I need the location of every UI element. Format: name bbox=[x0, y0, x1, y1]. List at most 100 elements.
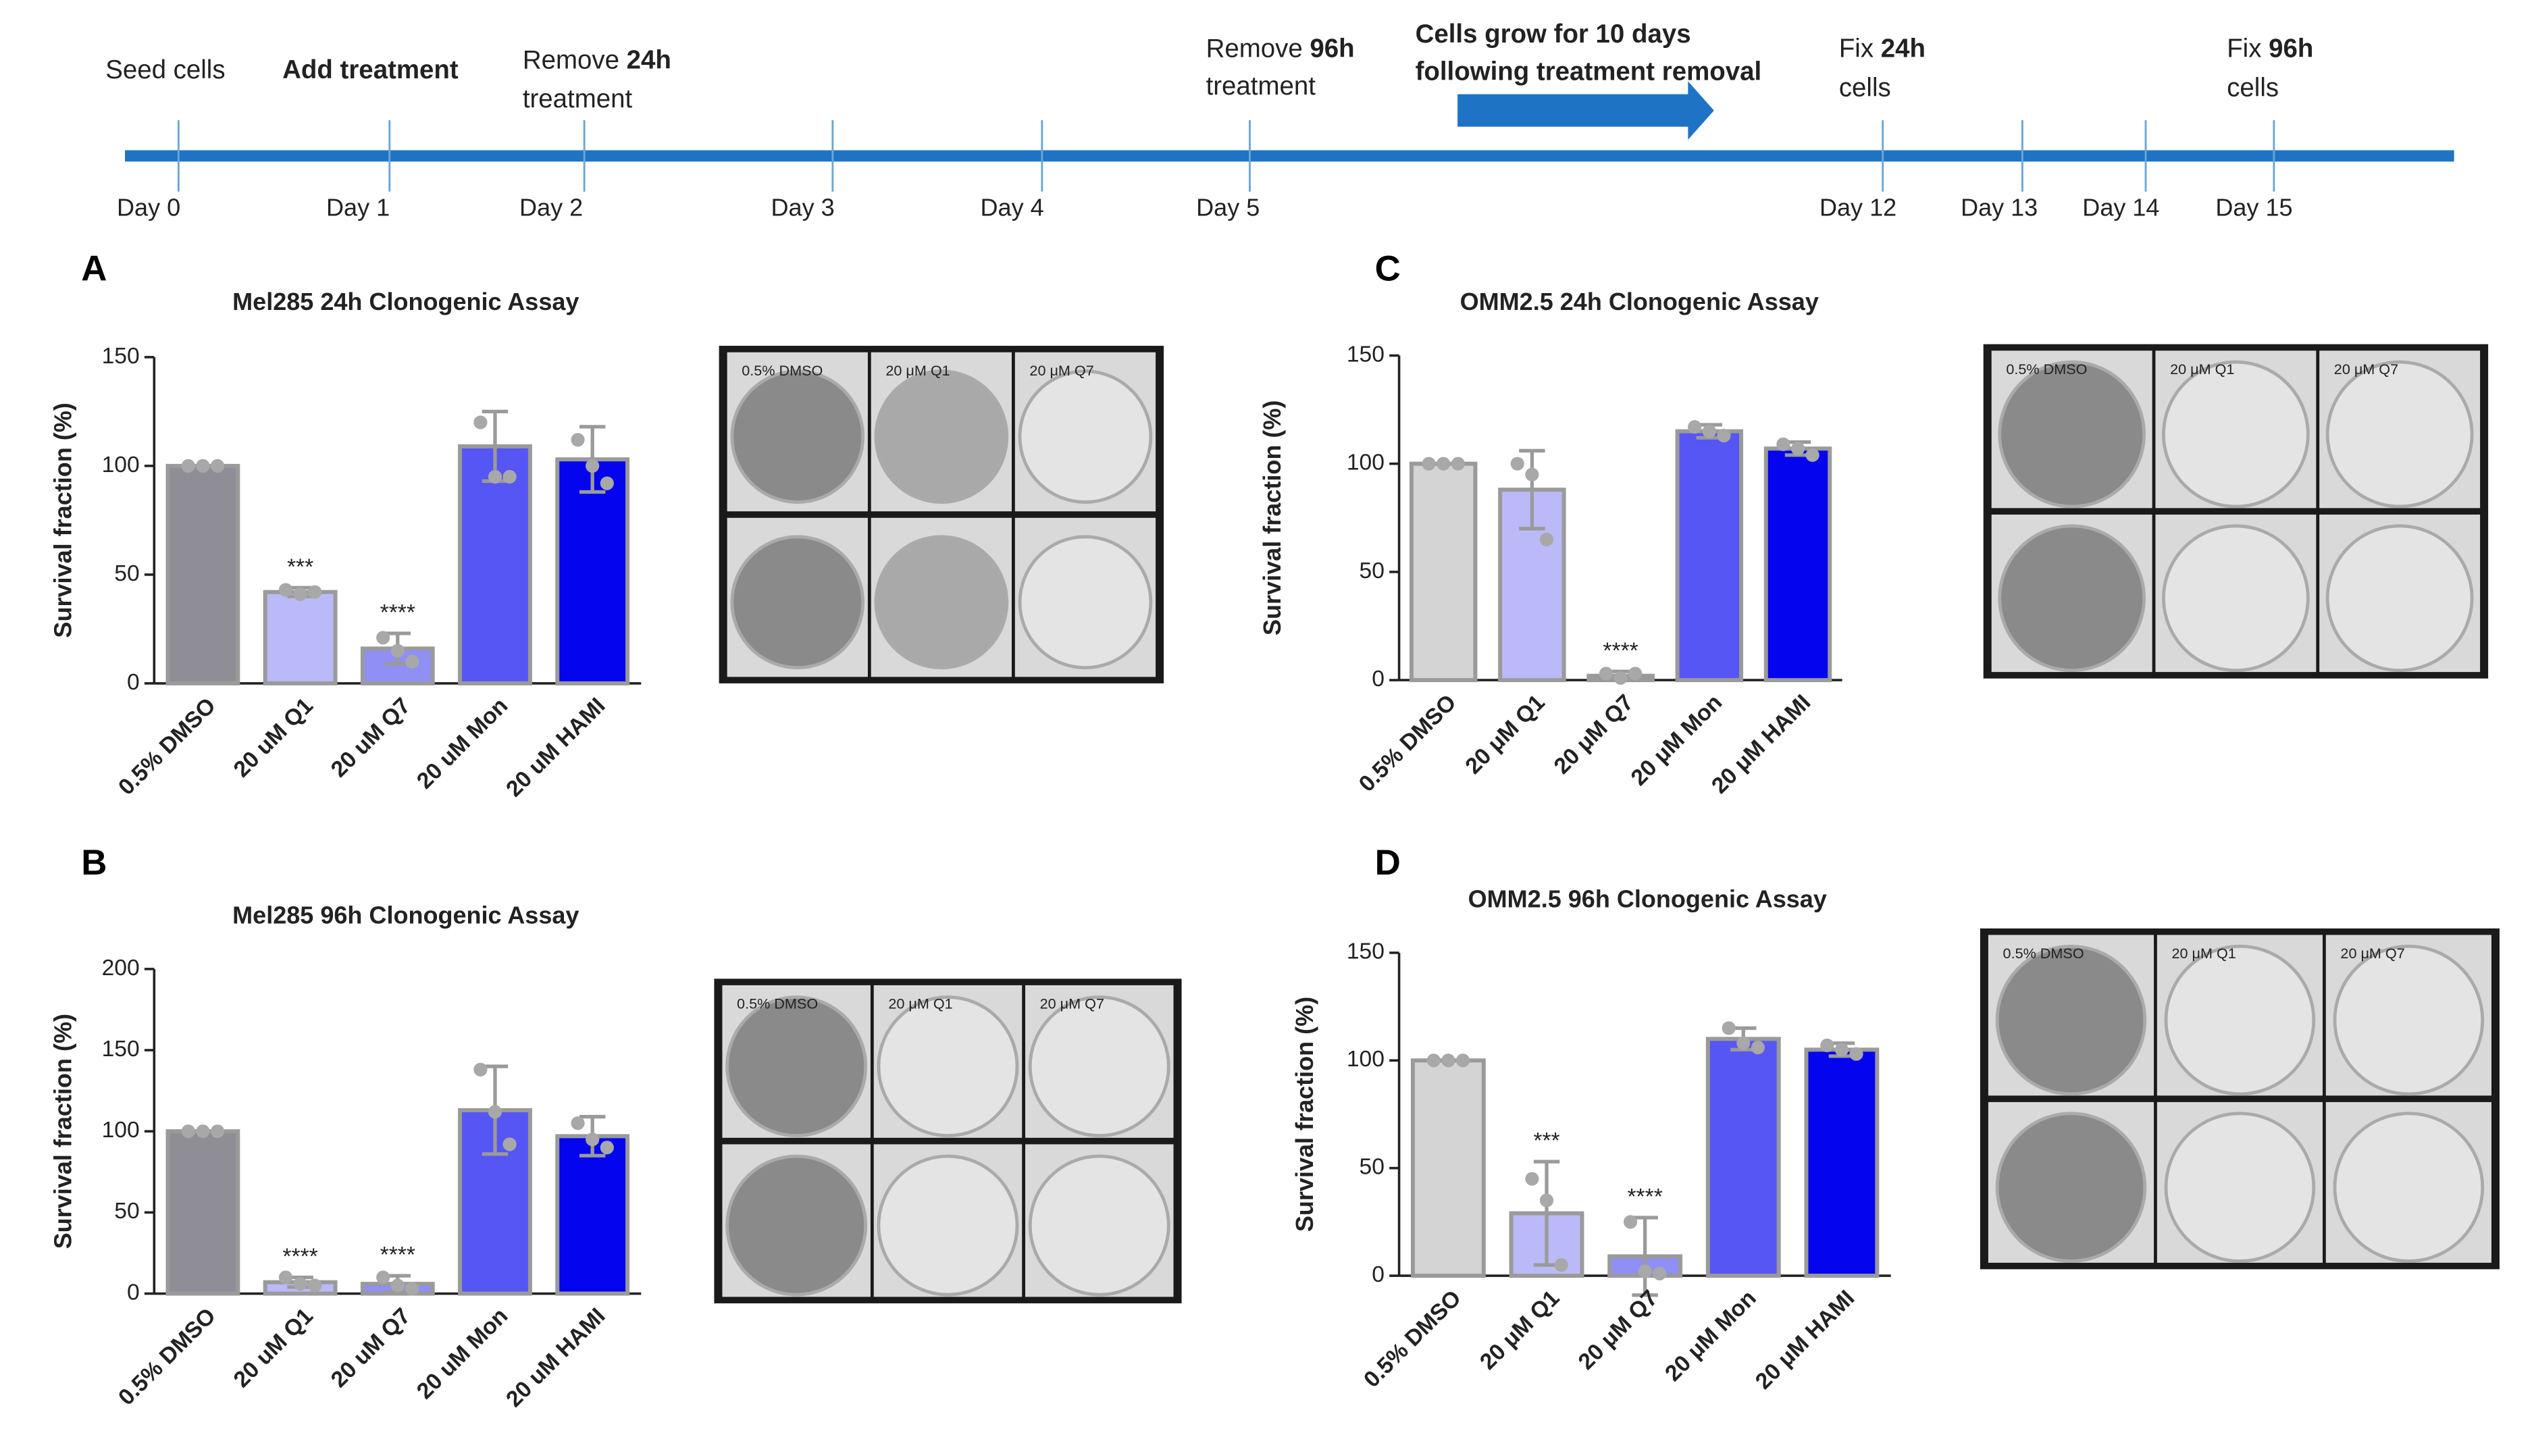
replicate-point bbox=[502, 469, 517, 484]
plate-well bbox=[2325, 360, 2474, 509]
event-text: treatment bbox=[523, 84, 633, 113]
plate-well bbox=[725, 995, 868, 1138]
y-tick-label: 50 bbox=[1360, 558, 1385, 583]
y-tick-label: 100 bbox=[1347, 1047, 1385, 1072]
plate-well bbox=[877, 1154, 1019, 1297]
y-tick-label: 150 bbox=[1347, 939, 1385, 964]
bar bbox=[1410, 1058, 1486, 1278]
replicate-point bbox=[390, 644, 405, 658]
significance-label: **** bbox=[1627, 1185, 1662, 1210]
panel-letter: B bbox=[81, 843, 107, 883]
y-tick-label: 100 bbox=[102, 1118, 140, 1143]
event-text: Fix bbox=[2227, 34, 2269, 63]
replicate-point bbox=[473, 1062, 488, 1076]
timeline-event: Cells grow for 10 days bbox=[1416, 20, 1691, 49]
replicate-point bbox=[488, 469, 502, 484]
replicate-point bbox=[210, 459, 225, 473]
plate-well bbox=[2164, 944, 2316, 1096]
replicate-point bbox=[1653, 1266, 1667, 1280]
plate-label: 20 μM Q7 bbox=[1040, 995, 1104, 1012]
replicate-point bbox=[1422, 457, 1436, 471]
replicate-point bbox=[1790, 442, 1805, 456]
event-text: 24h bbox=[1881, 34, 1926, 63]
replicate-point bbox=[1451, 457, 1465, 471]
bar bbox=[555, 1134, 630, 1296]
significance-label: **** bbox=[282, 1245, 317, 1270]
replicate-point bbox=[376, 631, 390, 645]
plate-well bbox=[2333, 944, 2485, 1096]
panel-letter: D bbox=[1375, 843, 1401, 883]
timeline-arrow bbox=[1457, 81, 1714, 140]
plate-label: 0.5% DMSO bbox=[737, 995, 818, 1012]
replicate-point bbox=[1820, 1038, 1834, 1053]
chart-title: Mel285 24h Clonogenic Assay bbox=[232, 288, 579, 315]
bar bbox=[555, 457, 630, 685]
replicate-point bbox=[196, 459, 210, 473]
y-tick-label: 0 bbox=[127, 670, 140, 695]
plate-label: 0.5% DMSO bbox=[2006, 361, 2087, 378]
error-bar bbox=[1519, 448, 1545, 531]
replicate-point bbox=[181, 1124, 195, 1139]
plate-well bbox=[2162, 360, 2310, 509]
plate-well bbox=[2333, 1112, 2485, 1263]
timeline-event: Remove 24h bbox=[523, 46, 671, 75]
replicate-point bbox=[1554, 1258, 1568, 1272]
replicate-point bbox=[1688, 420, 1702, 434]
event-text: 96h bbox=[1310, 34, 1354, 63]
y-tick-label: 50 bbox=[1360, 1155, 1385, 1180]
plate-well bbox=[1018, 535, 1153, 670]
day-label: Day 1 bbox=[326, 194, 390, 222]
replicate-point bbox=[1702, 424, 1716, 438]
replicate-point bbox=[1638, 1264, 1652, 1278]
replicate-point bbox=[293, 1277, 307, 1291]
plate-label: 20 μM Q7 bbox=[1029, 362, 1093, 379]
panel-letter: C bbox=[1375, 249, 1401, 288]
bar bbox=[165, 463, 240, 685]
replicate-point bbox=[1834, 1043, 1849, 1057]
plate-well bbox=[725, 1154, 868, 1297]
replicate-point bbox=[1455, 1054, 1470, 1068]
y-tick-label: 100 bbox=[1347, 450, 1385, 475]
chart-title: OMM2.5 24h Clonogenic Assay bbox=[1460, 288, 1819, 315]
plate-well bbox=[1028, 995, 1170, 1138]
significance-label: **** bbox=[1603, 638, 1638, 663]
timeline-event: treatment bbox=[1206, 72, 1316, 101]
plate-well bbox=[1998, 524, 2146, 673]
replicate-point bbox=[600, 1141, 614, 1155]
replicate-point bbox=[1525, 1172, 1539, 1186]
plate-well bbox=[1018, 369, 1153, 504]
plate-well bbox=[2162, 524, 2310, 673]
plate-well bbox=[1995, 944, 2147, 1096]
y-axis-label: Survival fraction (%) bbox=[49, 1014, 77, 1249]
plate-label: 20 μM Q7 bbox=[2340, 945, 2404, 962]
panel-letter: A bbox=[81, 249, 107, 288]
bar bbox=[165, 1129, 240, 1296]
y-tick-label: 150 bbox=[1347, 342, 1385, 367]
bar bbox=[1804, 1047, 1880, 1278]
plate-label: 20 μM Q7 bbox=[2334, 361, 2398, 378]
y-tick-label: 0 bbox=[1372, 1262, 1385, 1287]
replicate-point bbox=[502, 1137, 517, 1151]
y-axis-label: Survival fraction (%) bbox=[1258, 400, 1286, 635]
y-tick-label: 0 bbox=[127, 1280, 140, 1305]
replicate-point bbox=[278, 1270, 293, 1284]
replicate-point bbox=[1539, 1193, 1554, 1207]
replicate-point bbox=[405, 654, 419, 669]
plate-well bbox=[2325, 524, 2474, 673]
replicate-point bbox=[600, 476, 614, 490]
replicate-point bbox=[1776, 437, 1790, 451]
replicate-point bbox=[196, 1124, 210, 1139]
day-label: Day 5 bbox=[1196, 194, 1260, 222]
y-tick-label: 150 bbox=[102, 1037, 140, 1062]
replicate-point bbox=[1623, 1215, 1638, 1229]
replicate-point bbox=[1510, 457, 1524, 471]
replicate-point bbox=[1849, 1047, 1863, 1061]
replicate-point bbox=[1751, 1041, 1765, 1055]
timeline-event: Seed cells bbox=[105, 55, 225, 84]
timeline-event: Remove 96h bbox=[1206, 34, 1355, 63]
replicate-point bbox=[586, 459, 600, 473]
day-label: Day 12 bbox=[1819, 194, 1896, 222]
day-label: Day 15 bbox=[2215, 194, 2292, 222]
day-label: Day 14 bbox=[2082, 194, 2159, 222]
